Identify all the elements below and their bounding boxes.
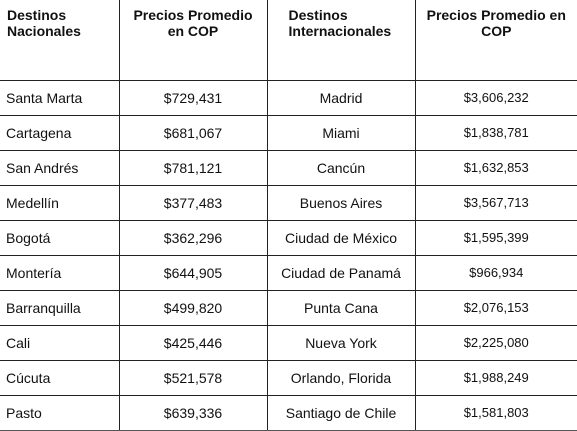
national-destination-cell: Cali [0,325,119,361]
table-body: Santa Marta $729,431 Madrid $3,606,232 Carta… [0,79,577,431]
international-destination-cell: Buenos Aires [266,185,415,221]
header-line: Precios Promedio en [426,7,566,23]
international-price-cell: $3,567,713 [414,185,577,221]
national-destination-cell: Santa Marta [0,79,119,116]
international-destination-cell: Ciudad de Panamá [266,255,415,291]
header-international-prices: Precios Promedio en COP [414,0,577,81]
international-price-cell: $1,595,399 [414,220,577,256]
table-row: Medellín $377,483 Buenos Aires $3,567,713 [0,185,577,221]
international-destination-cell: Ciudad de México [266,220,415,256]
international-price-cell: $1,838,781 [414,115,577,151]
international-destination-cell: Miami [266,115,415,151]
header-line: Destinos [7,7,67,23]
header-line: Nacionales [7,23,81,39]
header-international-destinations: Destinos Internacionales [266,0,415,81]
table-row: Montería $644,905 Ciudad de Panamá $966,934 [0,255,577,291]
international-destination-cell: Punta Cana [266,290,415,326]
national-price-cell: $362,296 [118,220,267,256]
international-destination-cell: Cancún [266,150,415,186]
table-header-row: Destinos Nacionales Precios Promedio en … [0,0,577,81]
international-price-cell: $2,225,080 [414,325,577,361]
national-price-cell: $644,905 [118,255,267,291]
table-row: Cali $425,446 Nueva York $2,225,080 [0,325,577,361]
national-destination-cell: Bogotá [0,220,119,256]
international-price-cell: $1,632,853 [414,150,577,186]
national-price-cell: $681,067 [118,115,267,151]
header-line: Destinos [288,7,348,23]
international-destination-cell: Madrid [266,79,415,116]
table-row: San Andrés $781,121 Cancún $1,632,853 [0,150,577,186]
header-line: en COP [167,23,219,39]
international-destination-cell: Nueva York [266,325,415,361]
national-destination-cell: Montería [0,255,119,291]
international-destination-cell: Orlando, Florida [266,360,415,396]
national-price-cell: $521,578 [118,360,267,396]
national-destination-cell: Cartagena [0,115,119,151]
international-price-cell: $966,934 [414,255,577,291]
national-destination-cell: San Andrés [0,150,119,186]
table-row: Bogotá $362,296 Ciudad de México $1,595,399 [0,220,577,256]
national-destination-cell: Cúcuta [0,360,119,396]
header-national-prices: Precios Promedio en COP [118,0,267,81]
national-price-cell: $729,431 [118,79,267,116]
table-row: Santa Marta $729,431 Madrid $3,606,232 [0,79,577,116]
international-price-cell: $2,076,153 [414,290,577,326]
table-row: Barranquilla $499,820 Punta Cana $2,076,153 [0,290,577,326]
header-national-destinations: Destinos Nacionales [0,0,119,81]
header-line: COP [481,23,512,39]
national-destination-cell: Barranquilla [0,290,119,326]
national-price-cell: $499,820 [118,290,267,326]
national-destination-cell: Medellín [0,185,119,221]
table-row: Cúcuta $521,578 Orlando, Florida $1,988,249 [0,360,577,396]
table-row: Cartagena $681,067 Miami $1,838,781 [0,115,577,151]
national-price-cell: $781,121 [118,150,267,186]
international-price-cell: $1,988,249 [414,360,577,396]
national-price-cell: $377,483 [118,185,267,221]
international-price-cell: $3,606,232 [414,79,577,116]
header-line: Internacionales [288,23,392,39]
national-price-cell: $425,446 [118,325,267,361]
header-line: Precios Promedio [133,7,253,23]
